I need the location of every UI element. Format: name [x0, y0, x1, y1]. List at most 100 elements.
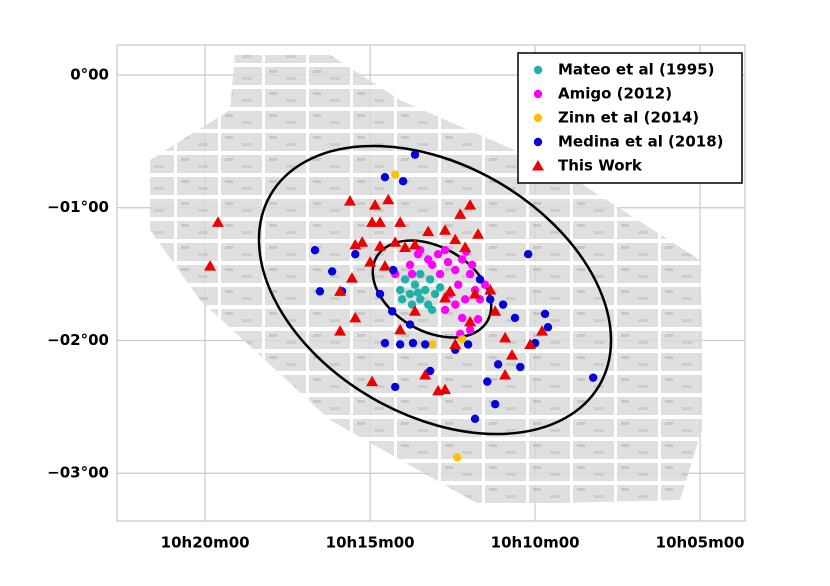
data-point — [364, 256, 377, 267]
data-point — [459, 241, 472, 253]
data-point — [398, 176, 408, 186]
x-tick-label: 10h05m00 — [656, 534, 745, 552]
data-point — [457, 313, 467, 323]
data-point — [440, 246, 450, 255]
data-point — [334, 285, 347, 296]
data-point — [454, 280, 463, 289]
data-point — [410, 150, 420, 159]
data-point — [394, 216, 407, 227]
data-point — [473, 315, 483, 324]
data-point — [498, 300, 508, 309]
data-point — [499, 368, 512, 380]
data-point — [356, 236, 369, 247]
data-point — [427, 340, 437, 349]
data-point — [463, 340, 473, 349]
data-point — [366, 216, 379, 227]
data-point — [408, 338, 418, 348]
data-point — [366, 375, 379, 387]
y-tick-label: −03°00 — [47, 464, 109, 482]
data-point — [390, 382, 400, 392]
data-point — [211, 216, 224, 227]
data-point — [419, 368, 432, 380]
data-point — [440, 305, 450, 315]
data-point — [524, 338, 537, 349]
y-tick-label: −02°00 — [47, 331, 109, 349]
data-point — [510, 313, 520, 323]
data-point — [375, 289, 385, 299]
data-point — [395, 340, 405, 349]
data-point — [451, 265, 460, 275]
data-point — [389, 236, 402, 247]
data-point — [204, 260, 217, 271]
data-point — [464, 199, 477, 210]
data-point — [427, 305, 437, 315]
legend-marker — [533, 137, 543, 147]
data-point — [465, 269, 475, 279]
data-point — [433, 249, 443, 259]
data-point — [399, 241, 412, 253]
data-point — [397, 295, 407, 304]
data-point — [457, 334, 467, 344]
data-point — [472, 228, 485, 239]
data-point — [453, 453, 462, 462]
x-tick-label: 10h20m00 — [161, 534, 250, 552]
legend-label: Mateo et al (1995) — [558, 61, 714, 79]
data-point — [490, 399, 500, 409]
data-point — [536, 325, 549, 336]
y-tick-label: 0°00 — [70, 65, 109, 83]
legend-marker — [533, 89, 543, 99]
data-point — [543, 323, 553, 332]
legend: Mateo et al (1995) Amigo (2012) Zinn et al… — [517, 52, 743, 184]
data-point — [465, 325, 475, 335]
data-point — [394, 323, 407, 335]
data-point — [349, 238, 362, 250]
data-point — [405, 260, 415, 270]
data-point — [435, 283, 445, 292]
data-point — [408, 305, 421, 316]
data-point — [413, 288, 423, 297]
legend-marker — [533, 113, 543, 123]
data-point — [470, 414, 480, 423]
data-point — [310, 246, 320, 255]
data-point — [389, 265, 398, 275]
data-point — [351, 249, 360, 259]
legend-label: This Work — [558, 157, 643, 175]
data-point — [334, 325, 347, 336]
data-point — [489, 305, 502, 316]
data-point — [467, 260, 477, 270]
data-point — [315, 287, 325, 296]
data-point — [408, 238, 421, 250]
data-point — [457, 255, 467, 264]
data-point — [427, 260, 437, 270]
data-point — [380, 338, 390, 348]
data-point — [499, 331, 512, 343]
data-point — [395, 285, 405, 295]
data-point — [407, 300, 417, 309]
data-point — [523, 249, 533, 259]
data-point — [493, 360, 503, 369]
data-point — [405, 320, 415, 329]
data-point — [388, 307, 397, 316]
data-point — [410, 280, 420, 289]
x-tick-label: 10h15m00 — [326, 534, 415, 552]
data-point — [416, 295, 425, 304]
data-point — [449, 338, 462, 349]
data-point — [449, 233, 462, 245]
data-point — [382, 193, 395, 205]
legend-marker — [533, 65, 543, 75]
data-point — [540, 309, 550, 319]
data-point — [439, 291, 452, 303]
data-point — [400, 275, 410, 284]
data-point — [443, 285, 456, 296]
data-point — [343, 195, 356, 206]
data-point — [407, 269, 417, 279]
data-point — [369, 199, 382, 210]
data-point — [506, 349, 519, 360]
data-point — [439, 224, 452, 235]
data-point — [378, 260, 391, 271]
outer-ellipse — [257, 144, 613, 436]
data-point — [422, 225, 435, 237]
data-point — [374, 216, 387, 227]
data-point — [475, 275, 485, 284]
